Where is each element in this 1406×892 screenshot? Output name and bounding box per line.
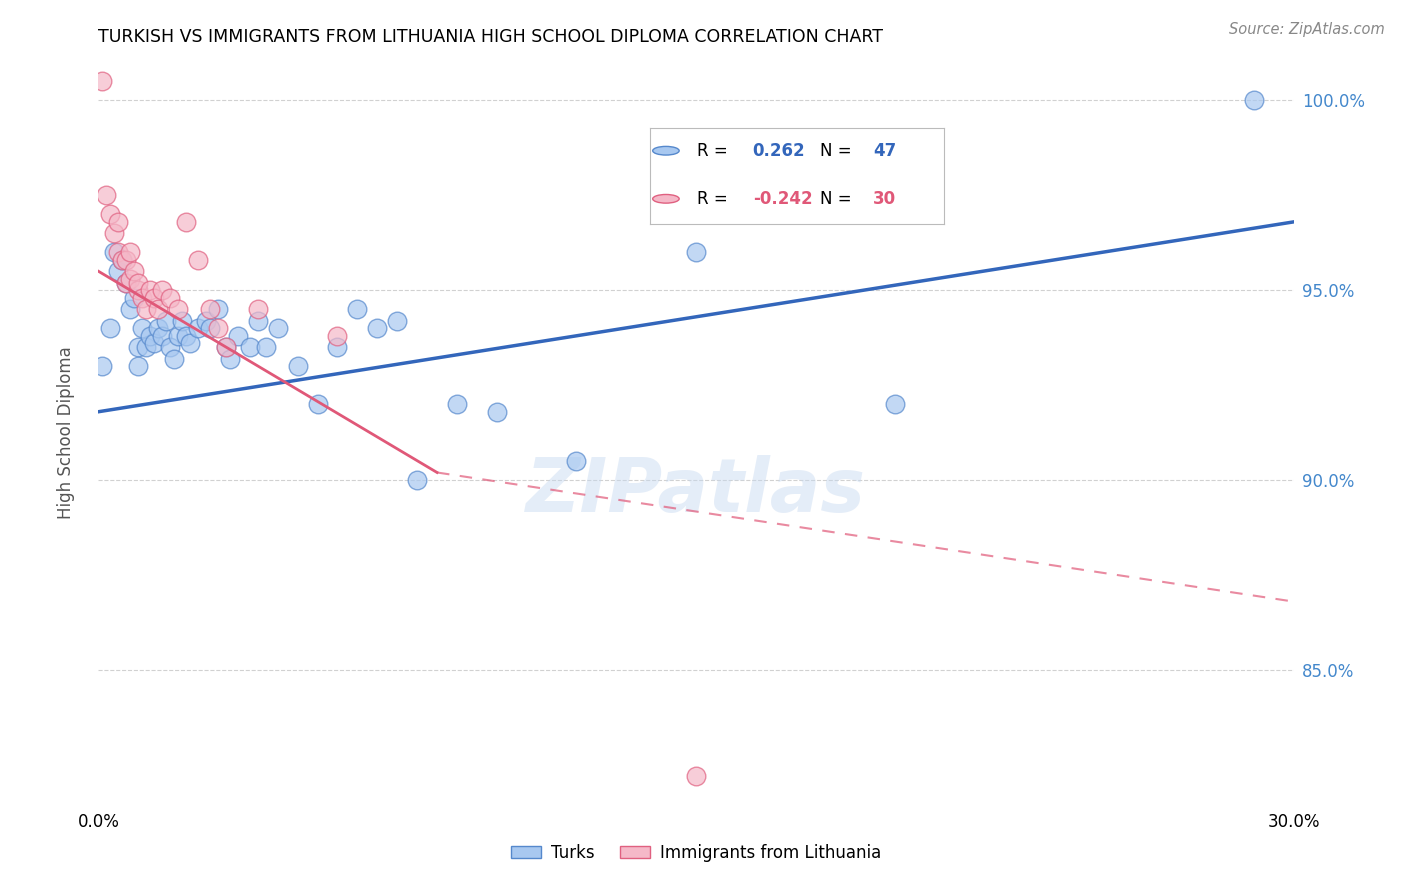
Point (215, 340, 238, 354)
Point (174, 215, 197, 229)
Point (163, 351, 186, 366)
Point (187, 252, 209, 267)
Point (150, 283, 173, 297)
Point (385, 313, 409, 327)
Point (135, 302, 157, 317)
Point (111, 252, 134, 267)
Point (127, 359, 149, 374)
Point (98, 321, 122, 335)
Point (1243, 94, 1265, 108)
Y-axis label: High School Diploma: High School Diploma (56, 346, 75, 519)
Point (254, 340, 277, 354)
Point (139, 328, 162, 343)
Text: N =: N = (820, 142, 858, 160)
Point (148, 302, 170, 317)
Text: Source: ZipAtlas.com: Source: ZipAtlas.com (1229, 22, 1385, 37)
Point (111, 252, 134, 267)
Point (287, 359, 309, 374)
Point (685, 245, 707, 260)
Point (120, 272, 142, 286)
Point (215, 340, 238, 354)
Point (307, 397, 329, 411)
Point (565, 454, 588, 468)
Text: R =: R = (697, 142, 733, 160)
Point (91, 359, 114, 374)
Point (198, 302, 221, 317)
Point (346, 302, 368, 317)
Point (91, 74, 114, 88)
Point (198, 321, 221, 335)
Point (246, 302, 269, 317)
Point (366, 321, 388, 335)
Point (107, 264, 129, 278)
Point (127, 283, 149, 297)
Text: -0.242: -0.242 (752, 190, 813, 208)
Point (179, 336, 201, 351)
Point (148, 321, 170, 335)
Point (120, 302, 142, 317)
Point (127, 340, 149, 354)
Point (115, 252, 138, 267)
Point (239, 340, 262, 354)
Point (267, 321, 290, 335)
Text: TURKISH VS IMMIGRANTS FROM LITHUANIA HIGH SCHOOL DIPLOMA CORRELATION CHART: TURKISH VS IMMIGRANTS FROM LITHUANIA HIG… (98, 28, 883, 45)
Point (159, 291, 181, 305)
Point (131, 291, 153, 305)
Point (406, 473, 429, 487)
Point (150, 328, 173, 343)
Point (124, 264, 146, 278)
Legend: Turks, Immigrants from Lithuania: Turks, Immigrants from Lithuania (505, 838, 887, 869)
Point (143, 336, 166, 351)
Point (187, 321, 209, 335)
Point (195, 313, 218, 327)
Point (174, 328, 197, 343)
Point (326, 340, 349, 354)
Point (127, 276, 149, 290)
Point (155, 313, 177, 327)
Point (107, 215, 129, 229)
Point (159, 340, 181, 354)
Point (103, 245, 125, 260)
Text: 47: 47 (873, 142, 897, 160)
Point (207, 321, 229, 335)
Point (98, 207, 122, 221)
Point (226, 328, 249, 343)
Circle shape (652, 146, 679, 155)
Point (115, 276, 138, 290)
Point (124, 291, 146, 305)
Point (485, 405, 508, 419)
Point (884, 397, 907, 411)
Point (685, 769, 707, 783)
Text: R =: R = (697, 190, 733, 208)
Point (326, 328, 349, 343)
Point (446, 397, 468, 411)
Circle shape (652, 194, 679, 203)
Point (103, 227, 125, 241)
Point (131, 321, 153, 335)
Point (107, 245, 129, 260)
Point (246, 313, 269, 327)
Point (120, 245, 142, 260)
Point (219, 351, 242, 366)
Point (96, 188, 118, 202)
Text: N =: N = (820, 190, 858, 208)
Text: 30: 30 (873, 190, 897, 208)
Point (207, 302, 229, 317)
Text: ZIPatlas: ZIPatlas (526, 455, 866, 528)
Point (167, 302, 190, 317)
Point (167, 328, 190, 343)
Point (115, 276, 138, 290)
Point (135, 340, 157, 354)
Text: 0.262: 0.262 (752, 142, 806, 160)
Point (172, 313, 194, 327)
Point (139, 283, 162, 297)
Point (143, 291, 166, 305)
